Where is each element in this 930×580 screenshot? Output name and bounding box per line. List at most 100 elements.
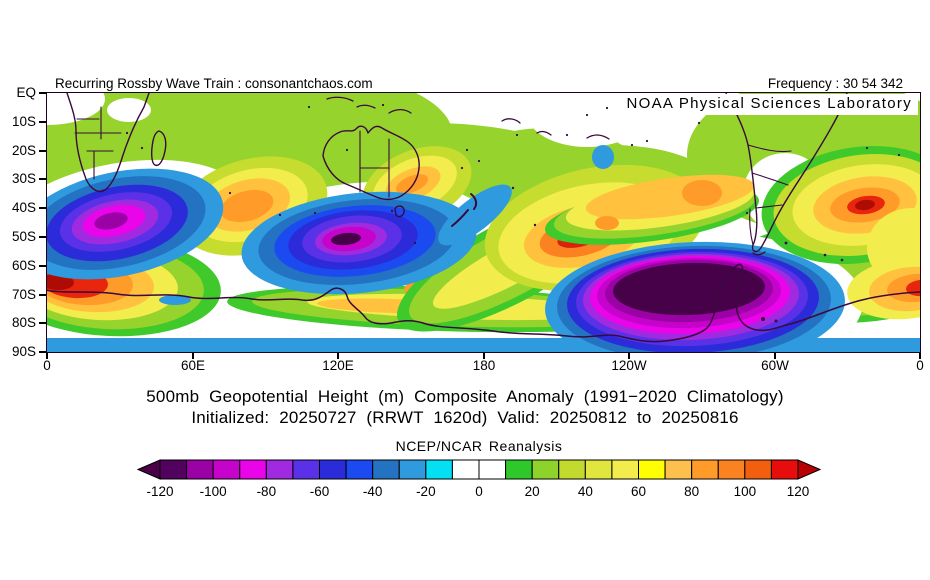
colorbar-tick-label: 40 [578, 484, 593, 499]
colorbar-cell [451, 459, 480, 480]
colorbar-cell [425, 459, 453, 480]
island-dot [307, 105, 311, 109]
lon-tick [919, 353, 921, 359]
colorbar: -120 -100 -80 -60 -40 -20 0 20 40 60 80 100 120 [136, 459, 822, 499]
island-dot [630, 143, 634, 147]
island-dot [460, 166, 464, 170]
anomaly-contour [159, 295, 191, 305]
lat-tick [39, 150, 46, 152]
island-dot [465, 148, 469, 152]
coastline [150, 130, 167, 167]
island-dot [313, 211, 317, 215]
anomaly-contour [94, 212, 128, 230]
colorbar-tick-label: 60 [631, 484, 646, 499]
island-dot [840, 258, 844, 262]
island-dot [477, 159, 481, 163]
colorbar-arrow-left [136, 459, 161, 480]
frequency-caption: Frequency : 30 54 342 [767, 76, 903, 91]
colorbar-tick-label: 120 [787, 484, 810, 499]
lat-tick [39, 322, 46, 324]
colorbar-cell [186, 459, 214, 480]
anomaly-contour [107, 98, 151, 122]
colorbar-cell [372, 459, 400, 480]
colorbar-cell [478, 459, 507, 480]
lon-tick-label: 180 [472, 358, 496, 373]
map-panel: NOAA Physical Sciences Laboratory [46, 92, 921, 353]
coastline [751, 172, 789, 186]
coastline [356, 104, 376, 109]
anomaly-contour [595, 216, 619, 230]
colorbar-label: NCEP/NCAR Reanalysis [395, 438, 563, 454]
colorbar-cell [212, 459, 241, 480]
lat-tick-label: 20S [11, 143, 36, 158]
lat-tick [39, 207, 46, 209]
island-dot [511, 186, 515, 190]
coastline [725, 93, 848, 253]
colorbar-tick-label: 0 [475, 484, 483, 499]
anomaly-field [47, 93, 920, 352]
island-dot [413, 241, 417, 245]
lon-tick-label: 120E [322, 358, 354, 373]
colorbar-tick-label: -80 [257, 484, 277, 499]
lat-tick [39, 178, 46, 180]
colorbar-cell [664, 459, 693, 480]
coastline [749, 208, 754, 246]
coastline [586, 134, 610, 140]
colorbar-cell [584, 459, 613, 480]
island-dot [761, 317, 765, 321]
colorbar-tick-label: 80 [684, 484, 699, 499]
island-dot [515, 133, 519, 137]
coastline [747, 144, 792, 153]
lat-tick-label: 80S [11, 315, 36, 330]
colorbar-tick-label: 20 [525, 484, 540, 499]
lon-tick [628, 353, 630, 359]
lat-tick [39, 265, 46, 267]
island-dot [897, 153, 901, 157]
anomaly-contour [220, 189, 274, 223]
credit-text: NOAA Physical Sciences Laboratory [626, 95, 912, 112]
colorbar-cell [159, 459, 188, 480]
island-dot [390, 209, 394, 213]
colorbar-cell [691, 459, 719, 480]
coastline [470, 193, 478, 210]
lat-tick-label: 50S [11, 229, 36, 244]
lat-tick-label: EQ [16, 85, 36, 100]
colorbar-cell [319, 459, 347, 480]
lat-tick [39, 121, 46, 123]
credit-box: NOAA Physical Sciences Laboratory [616, 94, 918, 115]
chart-subtitle: Initialized: 20250727 (RRWT 1620d) Valid… [191, 408, 739, 427]
colorbar-cell [744, 459, 772, 480]
island-dot [865, 146, 869, 150]
lon-tick [192, 353, 194, 359]
coastlines [47, 93, 920, 343]
colorbar-cell [770, 459, 799, 480]
lon-tick-label: 60W [761, 358, 789, 373]
anomaly-contour [855, 199, 875, 211]
anomaly-contour [682, 180, 722, 206]
colorbar-tick-label: -60 [310, 484, 330, 499]
lat-tick [39, 351, 46, 353]
lon-tick [337, 353, 339, 359]
anomaly-contour [395, 174, 429, 194]
lon-tick [46, 353, 48, 359]
source-caption: Recurring Rossby Wave Train : consonantc… [55, 76, 373, 91]
lat-tick-label: 40S [11, 200, 36, 215]
colorbar-arrow-right [797, 459, 822, 480]
chart-title: 500mb Geopotential Height (m) Composite … [146, 387, 784, 406]
lon-tick [483, 353, 485, 359]
colorbar-tick-label: -20 [416, 484, 436, 499]
island-dot [774, 319, 778, 323]
lon-tick-label: 120W [611, 358, 647, 373]
coastline [752, 251, 766, 256]
lat-tick [39, 294, 46, 296]
colorbar-tick-label: 100 [734, 484, 757, 499]
island-dot [345, 148, 349, 152]
lon-tick-label: 60E [180, 358, 206, 373]
coastline [394, 205, 405, 218]
lat-tick [39, 92, 46, 94]
lon-tick-label: 0 [43, 358, 51, 373]
lat-tick-label: 10S [11, 114, 36, 129]
coastline [326, 96, 354, 102]
coastline [47, 263, 920, 343]
